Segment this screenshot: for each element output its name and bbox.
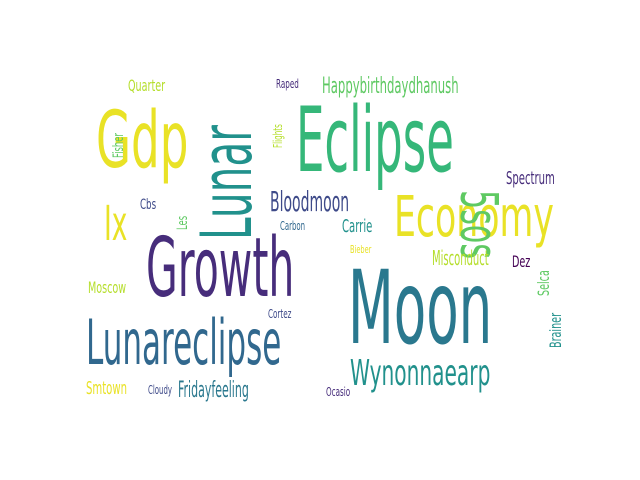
word-gdp: Gdp <box>96 96 189 186</box>
word-moscow: Moscow <box>88 278 127 297</box>
word-moon: Moon <box>348 249 493 368</box>
word-cbs: Cbs <box>140 197 157 213</box>
word-economy: Economy <box>394 185 554 250</box>
word-brainer: Brainer <box>546 312 565 348</box>
word-quarter: Quarter <box>128 76 166 95</box>
word-carbon: Carbon <box>280 219 306 233</box>
word-cloudy: Cloudy <box>148 383 173 397</box>
word-smtown: Smtown <box>86 378 127 399</box>
word-flights: Flights <box>271 124 285 148</box>
word-cortez: Cortez <box>268 307 292 321</box>
word-happybirthdaydhanush: Happybirthdaydhanush <box>322 74 459 99</box>
word-les: Les <box>175 215 191 230</box>
word-dez: Dez <box>512 252 531 271</box>
word-eclipse: Eclipse <box>296 88 454 193</box>
word-misconduct: Misconduct <box>432 246 489 270</box>
word-selca: Selca <box>534 270 553 296</box>
word-fridayfeeling: Fridayfeeling <box>178 378 249 403</box>
word-fisher: Fisher <box>111 133 127 158</box>
word-bieber: Bieber <box>350 243 372 256</box>
word-bloodmoon: Bloodmoon <box>270 185 350 218</box>
word-wynonnaearp: Wynonnaearp <box>350 353 491 394</box>
word-spectrum: Spectrum <box>506 168 555 189</box>
word-lunar: Lunar <box>186 125 268 240</box>
word-raped: Raped <box>276 77 299 91</box>
word-ocasio: Ocasio <box>326 385 351 399</box>
word-lunareclipse: Lunareclipse <box>86 306 282 379</box>
word-growth: Growth <box>146 221 295 316</box>
word-carrie: Carrie <box>342 216 373 237</box>
word-ix: Ix <box>104 196 128 252</box>
